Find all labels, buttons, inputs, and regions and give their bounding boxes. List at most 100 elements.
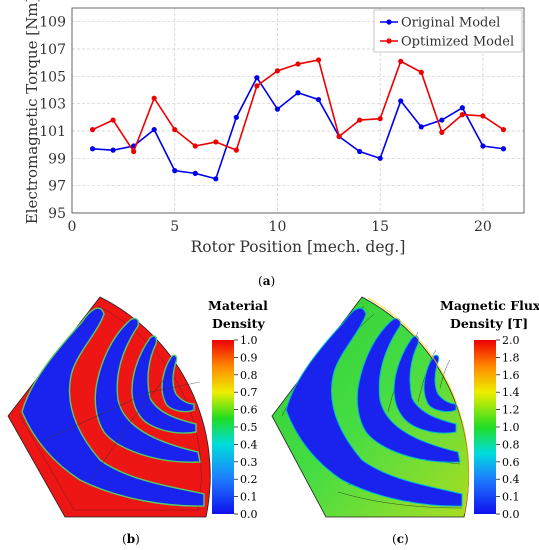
data-point [213, 176, 219, 182]
colorbar-tick-label: 0.8 [240, 369, 258, 382]
flux-colorbar-title-1: Magnetic Flux [440, 298, 539, 313]
data-point [500, 127, 507, 133]
x-axis-label: Rotor Position [mech. deg.] [191, 238, 406, 256]
colorbar-tick-label: 0.4 [240, 438, 258, 451]
data-point [233, 114, 239, 120]
caption-a: (a) [258, 274, 276, 288]
data-point [89, 146, 96, 152]
y-tick-label: 105 [39, 69, 66, 85]
data-point [233, 147, 239, 153]
data-point [418, 69, 424, 75]
torque-chart: 95 97 99 101 103 105 107 109 0 5 10 15 20 Rotor Posit… [23, 0, 525, 256]
density-colorbar-title-1: Material [208, 298, 268, 313]
flux-colorbar [474, 340, 496, 514]
data-point [254, 83, 260, 89]
data-point [110, 147, 116, 153]
colorbar-tick-label: 1.6 [502, 369, 520, 382]
data-point [377, 116, 383, 122]
density-colorbar [212, 340, 234, 514]
colorbar-tick-label: 0.0 [502, 508, 520, 521]
plot-frame [71, 7, 525, 214]
series-1 [89, 57, 507, 155]
caption-c: (c) [392, 532, 409, 546]
x-tick-label: 20 [474, 219, 492, 235]
colorbar-tick-label: 0.5 [240, 421, 258, 434]
data-point [439, 129, 445, 135]
y-tick-label: 95 [48, 206, 66, 222]
data-point [459, 112, 465, 118]
colorbar-tick-label: 0.4 [502, 473, 520, 486]
flux-colorbar-title-2: Density [T] [450, 316, 528, 331]
x-tick-label: 0 [68, 219, 77, 235]
colorbar-tick-label: 0.9 [240, 351, 258, 364]
data-point [459, 105, 465, 111]
data-point [213, 139, 219, 145]
data-point [500, 146, 507, 152]
colorbar-tick-label: 0.8 [502, 438, 520, 451]
data-point [254, 75, 260, 81]
data-point [357, 148, 363, 155]
flux-colorbar-ticks: 2.0 1.8 1.6 1.4 1.2 1.0 0.8 0.6 0.4 0.1 0.0 [496, 334, 520, 521]
data-point [377, 155, 383, 161]
x-tick-label: 10 [269, 219, 287, 235]
density-colorbar-ticks: 1.0 0.9 0.8 0.7 0.6 0.5 0.4 0.3 0.2 0.1 0.0 [234, 334, 258, 521]
colorbar-tick-label: 0.0 [240, 508, 258, 521]
colorbar-tick-label: 1.4 [502, 386, 520, 399]
y-tick-label: 109 [39, 15, 66, 31]
colorbar-tick-label: 0.1 [240, 491, 258, 504]
colorbar-tick-label: 2.0 [502, 334, 520, 347]
legend: Original Model Optimized Model [373, 9, 523, 53]
x-tick-label: 15 [371, 219, 389, 235]
data-point [192, 143, 198, 149]
data-point [89, 127, 96, 133]
colorbar-tick-label: 1.2 [502, 404, 520, 417]
data-point [418, 124, 424, 130]
x-tick-label: 5 [170, 219, 179, 235]
colorbar-tick-label: 0.6 [502, 456, 520, 469]
data-point [398, 98, 404, 104]
data-point [336, 133, 342, 140]
y-tick-label: 101 [39, 124, 66, 140]
y-tick-label: 103 [39, 97, 66, 113]
colorbar-tick-label: 1.0 [502, 421, 520, 434]
data-point [315, 96, 322, 103]
legend-entry: Original Model [401, 16, 500, 31]
flux-density-figure: Magnetic Flux Density [T] 2.0 1.8 1.6 1.4 1.… [271, 296, 539, 521]
data-point [480, 143, 486, 149]
data-point [357, 117, 363, 123]
data-point [274, 68, 281, 74]
y-axis-label: Electromagnetic Torque [Nm] [23, 0, 41, 224]
colorbar-tick-label: 1.0 [240, 334, 258, 347]
colorbar-tick-label: 1.8 [502, 351, 520, 364]
series-0 [89, 75, 507, 182]
data-point [151, 127, 157, 133]
data-point [398, 58, 404, 64]
data-point [295, 90, 301, 96]
data-point [110, 117, 116, 123]
y-tick-label: 97 [48, 179, 66, 195]
colorbar-tick-label: 0.6 [240, 404, 258, 417]
data-point [192, 170, 198, 176]
data-point [439, 117, 445, 123]
flux-barriers [285, 307, 463, 507]
data-point [172, 127, 178, 133]
colorbar-tick-label: 0.2 [240, 473, 258, 486]
data-point [315, 57, 322, 63]
data-point [295, 61, 301, 67]
y-tick-label: 107 [39, 42, 66, 58]
data-point [172, 168, 178, 174]
caption-b: (b) [122, 532, 140, 546]
material-density-figure: Material Density 1.0 0.9 0.8 0.7 0.6 0.5 0.4 0.… [7, 296, 268, 521]
data-point [274, 106, 281, 112]
data-point [151, 95, 157, 101]
legend-entry: Optimized Model [401, 35, 514, 50]
y-tick-label: 99 [48, 151, 66, 167]
grid [71, 8, 524, 214]
colorbar-tick-label: 0.7 [240, 386, 258, 399]
data-point [480, 113, 486, 119]
density-barriers [21, 307, 205, 507]
colorbar-tick-label: 0.1 [502, 491, 520, 504]
data-point [131, 148, 137, 155]
density-colorbar-title-2: Density [212, 316, 265, 331]
series-line [92, 59, 504, 154]
